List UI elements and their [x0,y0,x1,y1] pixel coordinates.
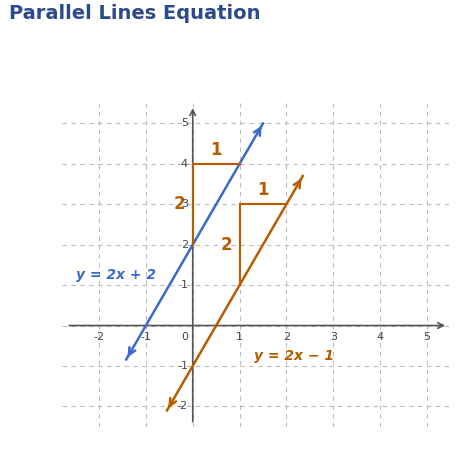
Text: Parallel Lines Equation: Parallel Lines Equation [9,4,261,23]
Text: 5: 5 [423,331,430,342]
Text: 2: 2 [221,236,233,254]
Text: 2: 2 [181,240,188,250]
Text: 2: 2 [283,331,290,342]
Text: 4: 4 [181,159,188,169]
Text: -2: -2 [93,331,105,342]
Text: y = 2x + 2: y = 2x + 2 [76,268,155,282]
Text: 1: 1 [181,280,188,290]
Text: -2: -2 [177,401,188,411]
Text: 3: 3 [181,199,188,209]
Text: y = 2x − 1: y = 2x − 1 [254,349,334,363]
Text: 4: 4 [376,331,383,342]
Text: -1: -1 [177,361,188,371]
Text: 5: 5 [181,119,188,128]
Text: -1: -1 [140,331,151,342]
Text: 0: 0 [181,331,188,342]
Text: 1: 1 [210,141,222,159]
Text: 3: 3 [330,331,337,342]
Text: 1: 1 [257,181,269,199]
Text: 2: 2 [174,195,186,213]
Text: 1: 1 [236,331,243,342]
